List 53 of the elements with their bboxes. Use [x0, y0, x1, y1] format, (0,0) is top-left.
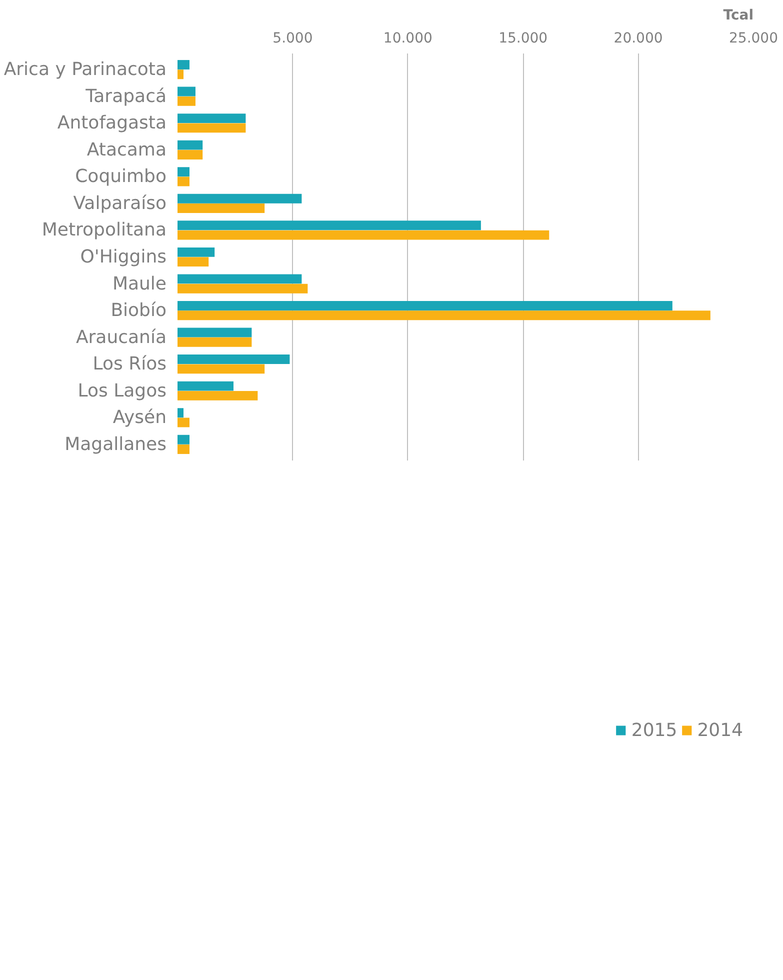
bar — [178, 150, 203, 160]
bar — [178, 418, 190, 428]
legend-label: 2014 — [697, 720, 743, 740]
bar — [178, 444, 190, 454]
bar — [178, 167, 190, 177]
x-tick-label: 15.000 — [498, 30, 548, 46]
bar — [178, 60, 190, 70]
bar — [178, 301, 672, 310]
x-tick-label: 25.000 — [729, 30, 778, 46]
bar — [178, 390, 258, 400]
bar — [178, 220, 481, 230]
bar — [178, 114, 246, 124]
x-tick-label: 20.000 — [614, 30, 663, 46]
x-tick-label: 10.000 — [383, 30, 432, 46]
y-tick-label: Antofagasta — [57, 112, 167, 134]
bar — [178, 86, 196, 96]
y-tick-label: Metropolitana — [42, 220, 167, 241]
y-tick-label: Los Ríos — [92, 354, 167, 375]
y-tick-label: Maule — [112, 273, 167, 294]
y-tick-label: Los Lagos — [78, 380, 167, 402]
x-tick-label: 5.000 — [272, 30, 313, 46]
y-tick-label: Valparaíso — [73, 192, 167, 214]
x-axis-title: Tcal — [723, 8, 754, 24]
bar — [178, 70, 184, 80]
y-tick-label: Biobío — [110, 300, 167, 322]
y-tick-label: O'Higgins — [80, 246, 167, 268]
y-tick-label: Arica y Parinacota — [4, 59, 167, 80]
bar — [178, 310, 710, 320]
bar — [178, 230, 550, 240]
bar — [178, 257, 209, 267]
bar — [178, 140, 203, 150]
bar — [178, 247, 215, 257]
bar — [178, 408, 184, 418]
y-tick-label: Atacama — [86, 139, 166, 160]
bar — [178, 176, 190, 186]
bar — [178, 194, 302, 204]
y-tick-label: Araucanía — [76, 326, 167, 348]
legend-label: 2015 — [631, 720, 678, 740]
bar — [178, 123, 246, 133]
bar — [178, 381, 234, 391]
y-tick-label: Aysén — [112, 407, 167, 428]
bar — [178, 284, 308, 294]
bar — [178, 274, 302, 284]
bar — [178, 434, 190, 444]
y-tick-label: Magallanes — [64, 434, 167, 455]
bar — [178, 96, 196, 106]
y-tick-label: Tarapacá — [84, 86, 166, 107]
bar — [178, 337, 252, 347]
bar — [178, 204, 265, 213]
bar — [178, 364, 265, 374]
y-tick-label: Coquimbo — [75, 166, 166, 188]
bar — [178, 354, 290, 364]
bar — [178, 328, 252, 338]
